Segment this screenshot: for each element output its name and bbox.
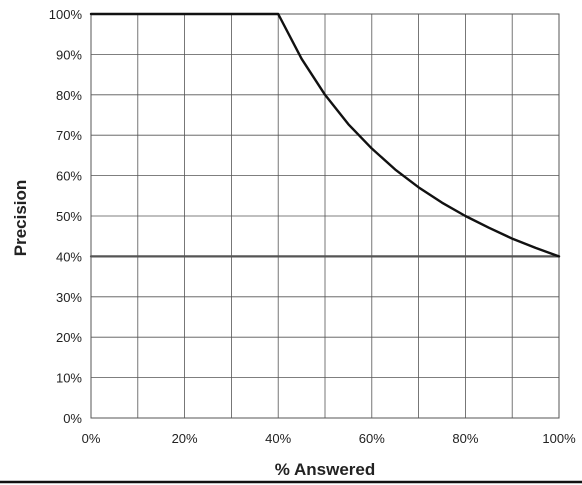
y-tick-label: 10% xyxy=(56,371,82,386)
y-tick-label: 70% xyxy=(56,128,82,143)
x-tick-label: 40% xyxy=(265,431,291,446)
y-tick-label: 20% xyxy=(56,330,82,345)
y-tick-label: 90% xyxy=(56,47,82,62)
y-tick-label: 0% xyxy=(63,411,82,426)
y-tick-label: 50% xyxy=(56,209,82,224)
x-tick-label: 20% xyxy=(172,431,198,446)
x-tick-label: 60% xyxy=(359,431,385,446)
x-tick-label: 0% xyxy=(82,431,101,446)
plot-frame xyxy=(90,13,560,419)
y-tick-labels: 0% 10% 20% 30% 40% 50% 60% 70% 80% 90% 100% xyxy=(49,7,83,426)
x-axis-title: % Answered xyxy=(275,460,375,479)
x-tick-label: 100% xyxy=(542,431,576,446)
chart-series xyxy=(89,12,561,258)
y-tick-label: 100% xyxy=(49,7,83,22)
y-axis-title: Precision xyxy=(11,180,30,257)
y-tick-label: 60% xyxy=(56,169,82,184)
y-tick-label: 80% xyxy=(56,88,82,103)
y-tick-label: 30% xyxy=(56,290,82,305)
chart-grid xyxy=(90,13,560,419)
x-tick-labels: 0% 20% 40% 60% 80% 100% xyxy=(82,431,576,446)
x-tick-label: 80% xyxy=(452,431,478,446)
y-tick-label: 40% xyxy=(56,249,82,264)
precision-curve xyxy=(89,12,561,258)
